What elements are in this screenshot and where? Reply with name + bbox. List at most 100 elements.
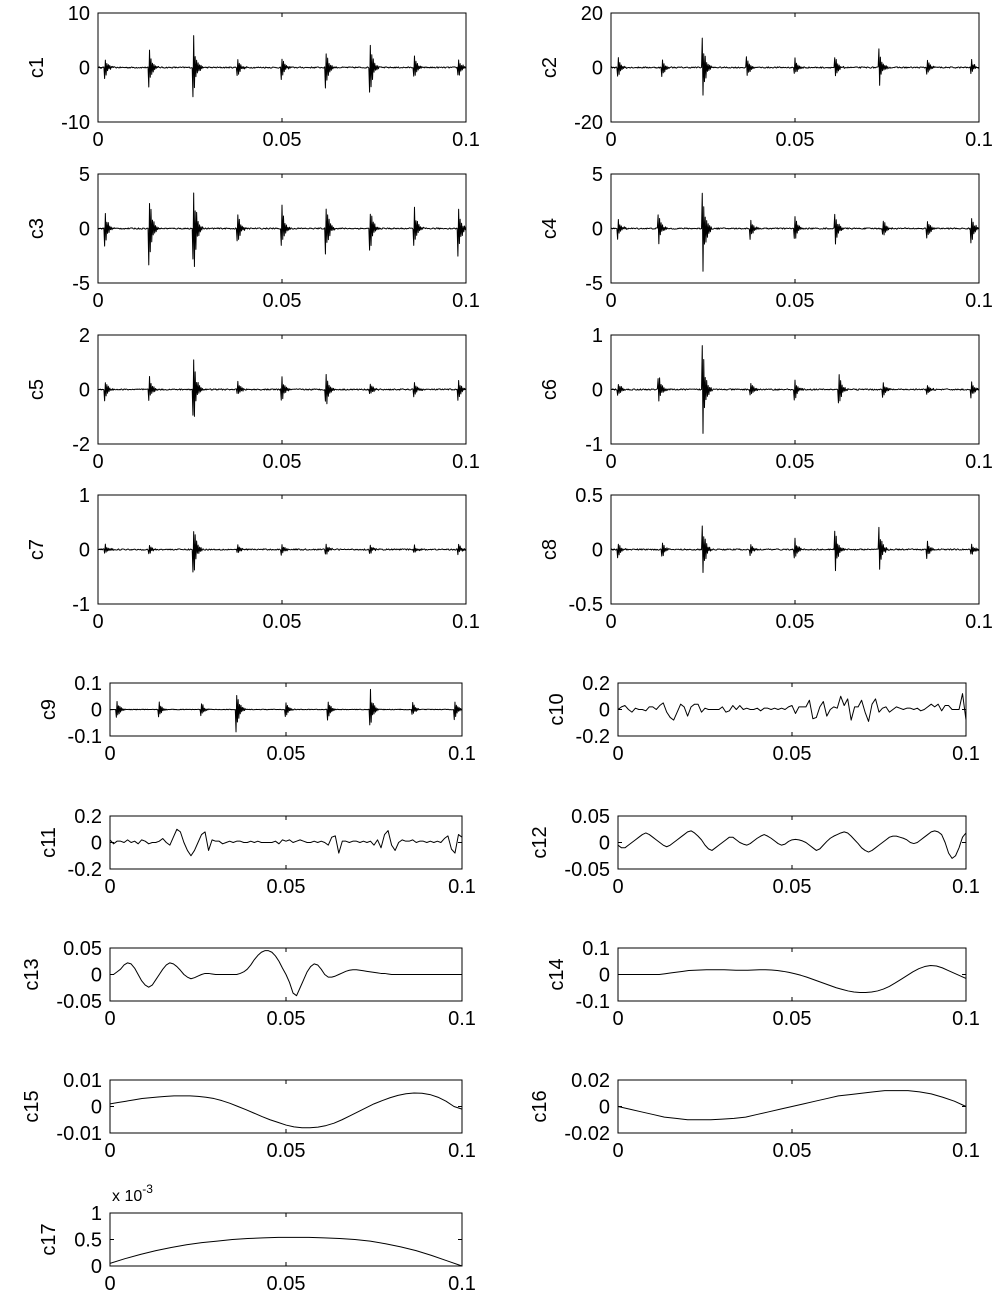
y-tick-label: 0 xyxy=(91,1256,102,1278)
y-axis-label: c11 xyxy=(38,827,60,858)
y-tick-label: 0 xyxy=(79,219,90,241)
series-line-c17 xyxy=(109,1236,463,1267)
series-line-c16 xyxy=(617,1090,967,1121)
x-tick-label: 0.05 xyxy=(263,129,302,151)
y-axis-label: c17 xyxy=(38,1223,60,1255)
y-tick-label: 0 xyxy=(91,833,102,855)
y-tick-label: 0.2 xyxy=(74,806,102,828)
y-tick-label: 0 xyxy=(599,700,610,722)
x-tick-label: 0.05 xyxy=(267,743,306,765)
x-tick-label: 0.05 xyxy=(267,1008,306,1030)
x-tick-label: 0 xyxy=(92,611,103,633)
y-tick-label: 0.02 xyxy=(571,1070,610,1092)
series-line-c1 xyxy=(97,35,467,98)
y-tick-label: -10 xyxy=(61,112,90,134)
y-axis-label: c8 xyxy=(539,539,561,560)
y-tick-label: 5 xyxy=(592,164,603,186)
axes-frame xyxy=(617,947,967,1002)
x-tick-label: 0 xyxy=(612,743,623,765)
y-tick-label: 5 xyxy=(79,164,90,186)
x-tick-label: 0 xyxy=(612,1140,623,1162)
y-tick-label: -0.1 xyxy=(68,726,102,748)
x-tick-label: 0 xyxy=(104,876,115,898)
x-tick-label: 0.1 xyxy=(952,876,980,898)
y-tick-label: 1 xyxy=(91,1203,102,1225)
y-tick-label: 0.5 xyxy=(74,1230,102,1252)
x-tick-label: 0.05 xyxy=(267,876,306,898)
x-tick-label: 0 xyxy=(92,451,103,473)
y-axis-label: c3 xyxy=(26,218,48,239)
axes-frame xyxy=(109,1212,463,1267)
x-tick-label: 0 xyxy=(104,1008,115,1030)
y-exponent-label: x 10-3 xyxy=(112,1182,153,1205)
y-axis-label: c15 xyxy=(21,1090,43,1122)
y-tick-label: 0 xyxy=(592,540,603,562)
y-tick-label: -0.2 xyxy=(576,726,610,748)
series-line-c6 xyxy=(610,345,980,434)
series-line-c12 xyxy=(617,830,967,859)
series-line-c13 xyxy=(110,950,462,997)
x-tick-label: 0 xyxy=(92,129,103,151)
x-tick-label: 0.1 xyxy=(952,1008,980,1030)
x-tick-label: 0 xyxy=(104,1140,115,1162)
y-axis-label: c4 xyxy=(539,218,561,239)
x-tick-label: 0 xyxy=(104,1273,115,1295)
y-tick-label: 2 xyxy=(79,325,90,347)
x-tick-label: 0.1 xyxy=(448,743,476,765)
y-axis-label: c9 xyxy=(38,699,60,720)
subplot-c9: 0 0.05 0.1-0.100.1c9 xyxy=(38,673,476,765)
y-tick-label: 0 xyxy=(599,833,610,855)
x-tick-label: 0.05 xyxy=(773,743,812,765)
y-axis-label: c7 xyxy=(26,539,48,560)
x-tick-label: 0.1 xyxy=(448,876,476,898)
y-axis-label: c2 xyxy=(539,57,561,78)
x-tick-label: 0.05 xyxy=(776,290,815,312)
y-axis-label: c1 xyxy=(26,57,48,78)
series-line-c9 xyxy=(109,688,463,733)
x-tick-label: 0 xyxy=(92,290,103,312)
series-line-c15 xyxy=(109,1092,463,1129)
y-tick-label: 0 xyxy=(91,1097,102,1119)
x-tick-label: 0.05 xyxy=(263,290,302,312)
series-line-c3 xyxy=(97,192,467,268)
y-tick-label: -0.1 xyxy=(576,991,610,1013)
x-tick-label: 0.05 xyxy=(267,1273,306,1295)
x-tick-label: 0 xyxy=(605,129,616,151)
axes-frame xyxy=(109,815,463,870)
y-tick-label: 0.05 xyxy=(63,938,102,960)
y-tick-label: 0.2 xyxy=(582,673,610,695)
y-tick-label: -5 xyxy=(72,273,90,295)
x-tick-label: 0 xyxy=(605,290,616,312)
y-axis-label: c14 xyxy=(546,958,568,990)
y-tick-label: -1 xyxy=(72,594,90,616)
y-axis-label: c10 xyxy=(546,693,568,725)
y-tick-label: -2 xyxy=(72,434,90,456)
x-tick-label: 0.1 xyxy=(965,290,993,312)
y-tick-label: 0.5 xyxy=(575,485,603,507)
y-tick-label: 0 xyxy=(599,965,610,987)
x-tick-label: 0.1 xyxy=(952,1140,980,1162)
x-tick-label: 0.05 xyxy=(263,611,302,633)
x-tick-label: 0.1 xyxy=(965,451,993,473)
x-tick-label: 0.1 xyxy=(952,743,980,765)
x-tick-label: 0.05 xyxy=(773,1140,812,1162)
y-tick-label: -0.02 xyxy=(564,1123,610,1145)
y-tick-label: 0 xyxy=(592,219,603,241)
x-tick-label: 0 xyxy=(605,451,616,473)
x-tick-label: 0.05 xyxy=(776,611,815,633)
x-tick-label: 0.1 xyxy=(452,611,480,633)
y-axis-label: c6 xyxy=(539,379,561,400)
y-tick-label: -0.05 xyxy=(564,859,610,881)
y-tick-label: 0 xyxy=(599,1097,610,1119)
x-tick-label: 0.05 xyxy=(776,451,815,473)
x-tick-label: 0.1 xyxy=(452,290,480,312)
